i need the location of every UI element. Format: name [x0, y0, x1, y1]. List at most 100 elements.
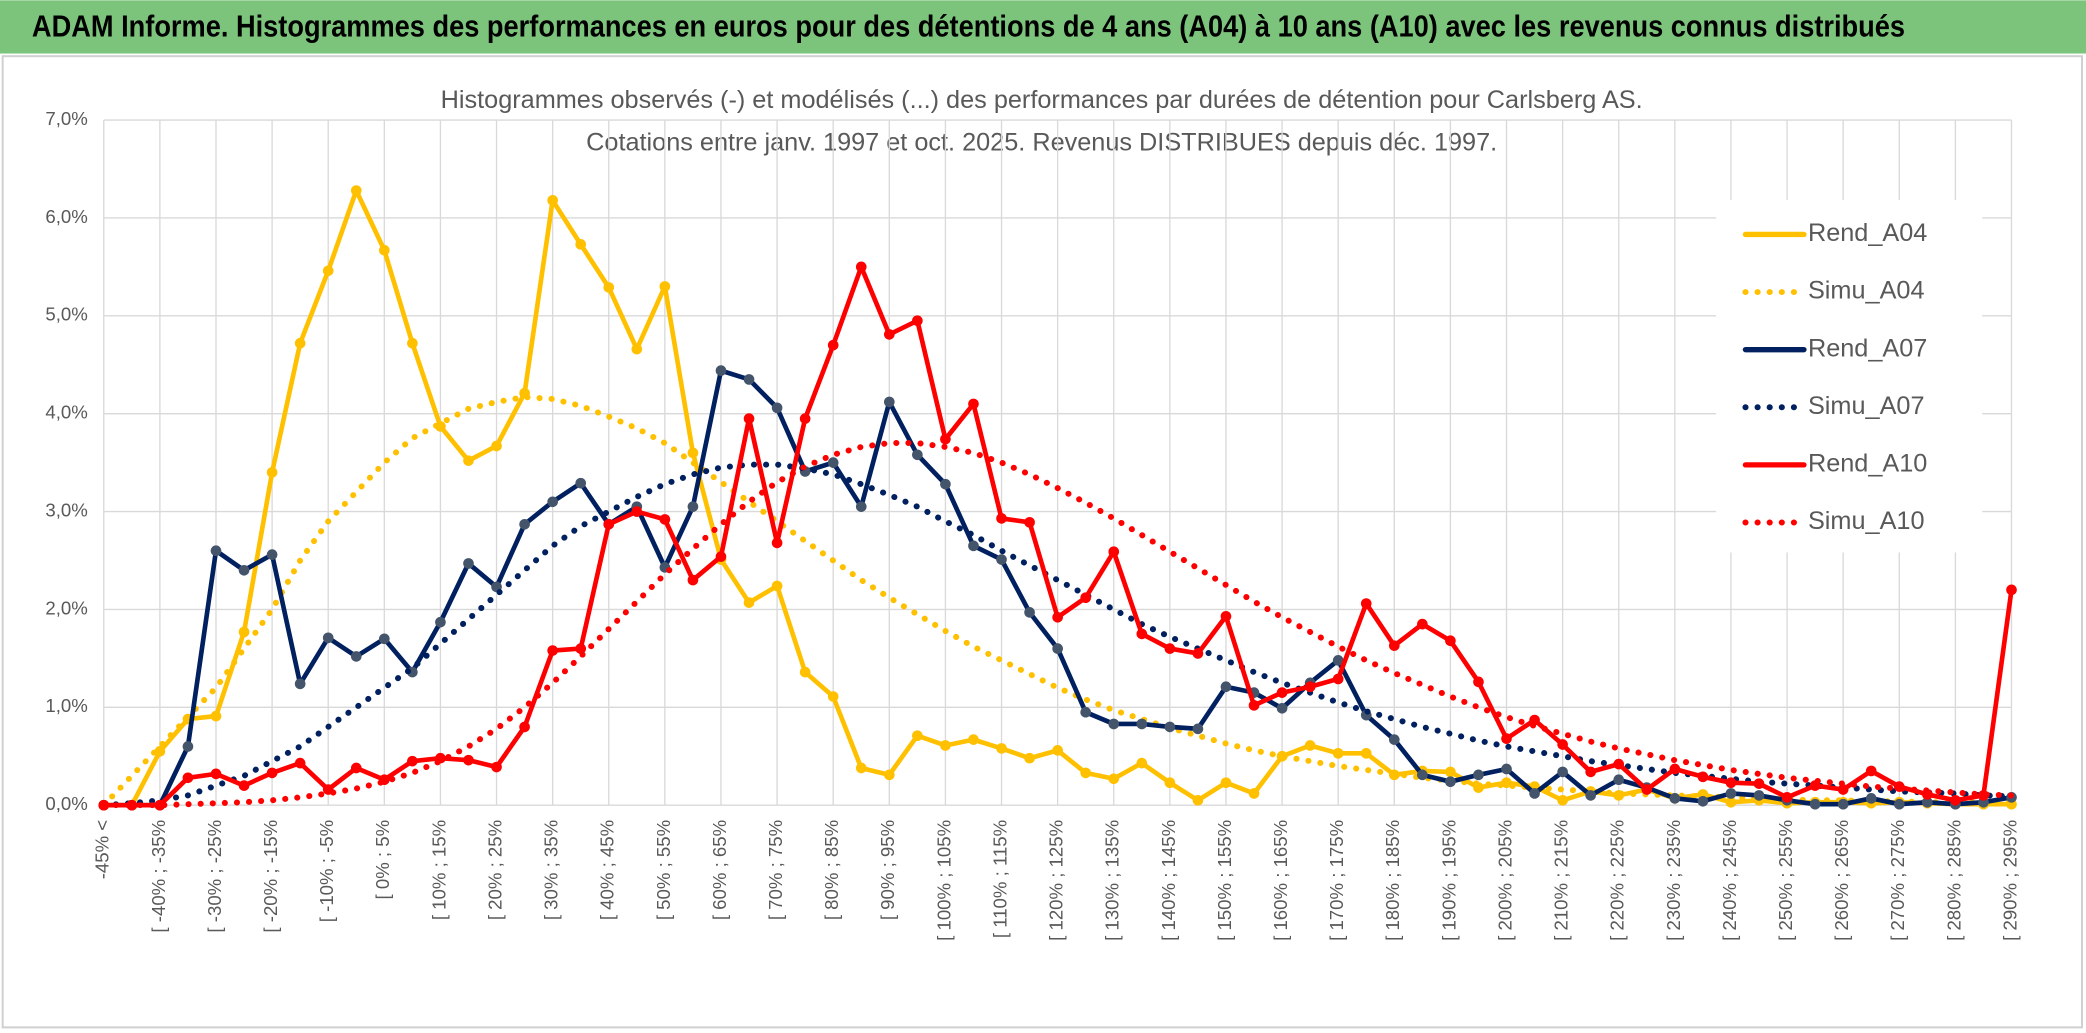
- data-point: [1922, 796, 1933, 808]
- data-point: [210, 710, 222, 722]
- data-point: [855, 261, 867, 273]
- x-tick-label: [ 190% ; 195%: [1438, 820, 1459, 941]
- data-point: [547, 496, 558, 508]
- data-point: [771, 537, 783, 549]
- data-point: [547, 645, 558, 656]
- data-point: [1501, 763, 1512, 775]
- model-line: [100, 461, 2015, 809]
- x-tick-label: [ 30% ; 35%: [541, 820, 562, 920]
- x-tick-label: [ -40% ; -35%: [148, 820, 169, 933]
- data-point: [407, 755, 418, 767]
- data-point: [743, 597, 755, 608]
- data-point: [968, 734, 979, 745]
- data-point: [1024, 752, 1035, 764]
- data-point: [238, 780, 250, 791]
- data-point: [743, 413, 755, 424]
- x-tick-label: [ 260% ; 265%: [1831, 820, 1852, 941]
- data-point: [603, 282, 615, 293]
- data-point: [1781, 792, 1793, 803]
- data-point: [1950, 794, 1961, 806]
- data-point: [1417, 618, 1428, 630]
- data-point: [1725, 788, 1737, 799]
- data-point: [1164, 777, 1176, 788]
- x-tick-label: [ 60% ; 65%: [709, 820, 730, 920]
- chart-subtitle: Cotations entre janv. 1997 et oct. 2025.…: [586, 129, 1497, 157]
- data-point: [771, 402, 783, 414]
- data-point: [883, 329, 895, 340]
- data-point: [575, 239, 587, 250]
- data-point: [378, 633, 390, 645]
- x-tick-label: [ 90% ; 95%: [877, 820, 898, 920]
- x-tick-label: [ 180% ; 185%: [1382, 820, 1403, 941]
- data-point: [1192, 794, 1204, 806]
- data-point: [435, 616, 446, 628]
- data-point: [855, 762, 867, 774]
- data-point: [940, 478, 951, 490]
- data-point: [1388, 734, 1400, 745]
- data-point: [1557, 739, 1568, 750]
- data-point: [1108, 718, 1120, 730]
- data-point: [1248, 788, 1260, 799]
- data-point: [1192, 648, 1204, 659]
- data-point: [1557, 766, 1568, 778]
- x-tick-label: [ 50% ; 55%: [653, 820, 674, 920]
- data-point: [350, 651, 362, 662]
- data-point: [1697, 795, 1709, 807]
- data-point: [1108, 773, 1120, 785]
- legend-label: Rend_A07: [1808, 334, 1927, 362]
- data-point: [1613, 774, 1625, 786]
- data-point: [1136, 718, 1148, 730]
- data-point: [771, 580, 783, 592]
- x-tick-label: [ 140% ; 145%: [1158, 820, 1179, 941]
- data-point: [883, 396, 895, 408]
- legend-box: [1716, 199, 1983, 553]
- data-point: [294, 678, 306, 690]
- data-point: [1080, 592, 1092, 604]
- data-point: [463, 558, 474, 569]
- data-point: [827, 339, 839, 351]
- x-tick-label: [ 20% ; 25%: [484, 820, 505, 920]
- x-tick-label: [ 80% ; 85%: [821, 820, 842, 920]
- data-point: [1753, 790, 1765, 801]
- header-band: [0, 0, 2086, 54]
- data-point: [575, 477, 587, 489]
- data-point: [1080, 706, 1092, 718]
- data-point: [266, 767, 278, 779]
- data-point: [463, 455, 474, 466]
- x-tick-label: [ 230% ; 235%: [1663, 820, 1684, 941]
- x-tick-label: [ 270% ; 275%: [1887, 820, 1908, 941]
- plot: [98, 185, 2017, 811]
- data-point: [238, 626, 250, 638]
- data-point: [1501, 777, 1512, 788]
- data-point: [1080, 767, 1092, 779]
- data-point: [491, 761, 502, 773]
- x-tick-label: [ 210% ; 215%: [1551, 820, 1572, 941]
- data-point: [463, 754, 474, 766]
- data-point: [1164, 721, 1176, 733]
- data-point: [350, 185, 362, 196]
- x-tick-label: [ 220% ; 225%: [1607, 820, 1628, 941]
- data-point: [1809, 798, 1821, 810]
- y-tick-label: 2,0%: [45, 597, 87, 618]
- data-point: [687, 447, 699, 459]
- data-point: [322, 632, 334, 644]
- data-point: [575, 643, 587, 654]
- data-point: [1192, 723, 1204, 735]
- data-point: [1388, 640, 1400, 651]
- data-point: [1865, 765, 1877, 777]
- data-point: [659, 281, 671, 292]
- data-point: [1108, 546, 1120, 558]
- data-point: [687, 574, 699, 586]
- data-point: [1445, 776, 1456, 788]
- data-point: [603, 518, 615, 530]
- x-tick-label: [ -10% ; -5%: [316, 820, 337, 922]
- x-tick-label: [ 280% ; 285%: [1943, 820, 1964, 941]
- legend-label: Simu_A04: [1808, 277, 1925, 305]
- data-point: [1052, 611, 1063, 623]
- data-point: [1445, 635, 1456, 647]
- x-tick-label: [ 130% ; 135%: [1102, 820, 1123, 941]
- data-point: [1473, 769, 1484, 781]
- y-tick-label: 3,0%: [45, 499, 87, 520]
- data-point: [1136, 628, 1148, 640]
